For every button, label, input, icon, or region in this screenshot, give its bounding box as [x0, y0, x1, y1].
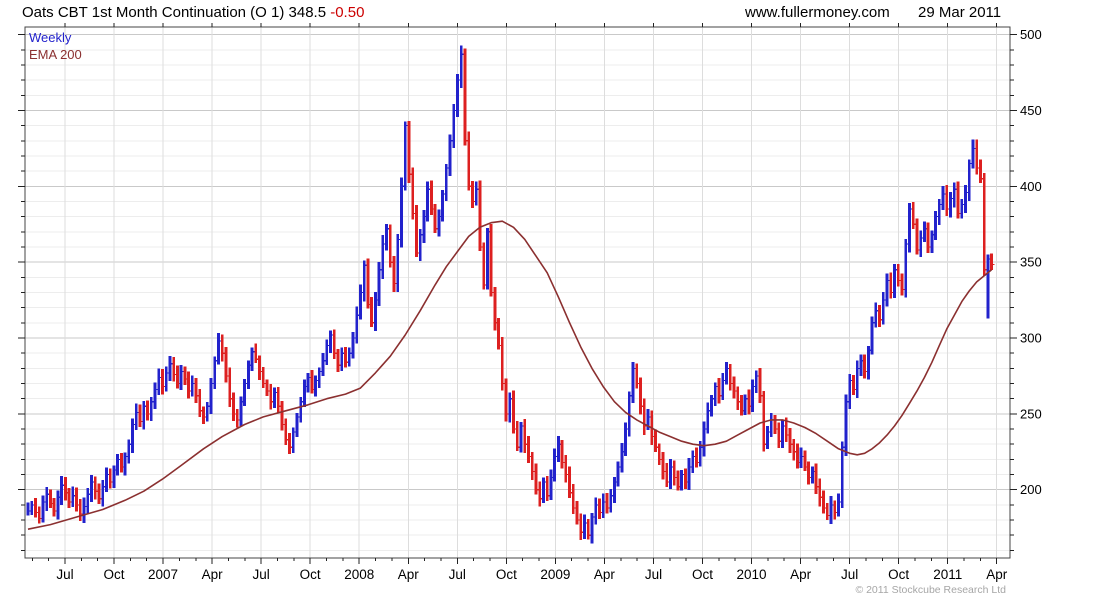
x-tick-label: Oct [104, 567, 125, 582]
y-tick-label: 350 [1020, 255, 1042, 270]
x-tick-label: Jul [253, 567, 270, 582]
x-tick-label: Jul [645, 567, 662, 582]
x-tick-label: 2010 [737, 567, 767, 582]
y-tick-label: 500 [1020, 27, 1042, 42]
chart-legend: Weekly EMA 200 [29, 29, 82, 63]
chart-title: Oats CBT 1st Month Continuation (O 1) 34… [22, 4, 364, 21]
x-tick-label: Apr [790, 567, 812, 582]
price-change: -0.50 [330, 4, 365, 21]
y-tick-label: 300 [1020, 331, 1042, 346]
x-tick-label: Jul [56, 567, 73, 582]
x-tick-label: Apr [202, 567, 224, 582]
chart-date: 29 Mar 2011 [918, 4, 1002, 21]
legend-weekly-label: Weekly [29, 30, 72, 45]
price-bars [26, 45, 995, 544]
legend-ema-label: EMA 200 [29, 47, 82, 62]
x-tick-label: 2011 [933, 567, 962, 582]
x-tick-label: Oct [496, 567, 517, 582]
x-tick-label: Oct [300, 567, 321, 582]
chart-title-text: Oats CBT 1st Month Continuation (O 1) 34… [22, 4, 327, 21]
y-axis: 200 250 300 350 400 450 500 [18, 27, 1042, 551]
y-tick-label: 450 [1020, 103, 1042, 118]
copyright-text: © 2011 Stockcube Research Ltd [855, 584, 1006, 596]
x-tick-label: Apr [398, 567, 420, 582]
y-tick-label: 250 [1020, 406, 1042, 421]
y-tick-label: 400 [1020, 179, 1042, 194]
x-tick-label: Apr [986, 567, 1008, 582]
x-tick-label: Oct [692, 567, 713, 582]
x-axis: Jul Oct 2007 Apr Jul Oct 2008 Apr Jul Oct 2009 Apr J… [31, 23, 1008, 582]
x-tick-label: Jul [449, 567, 466, 582]
x-tick-label: 2007 [148, 567, 178, 582]
x-tick-label: Apr [594, 567, 616, 582]
grid [25, 27, 1010, 558]
y-tick-label: 200 [1020, 482, 1042, 497]
website-text: www.fullermoney.com [745, 4, 890, 21]
x-tick-label: 2009 [540, 567, 570, 582]
x-tick-label: Jul [841, 567, 858, 582]
x-tick-label: 2008 [344, 567, 374, 582]
ema-line [27, 220, 993, 530]
x-tick-label: Oct [888, 567, 909, 582]
